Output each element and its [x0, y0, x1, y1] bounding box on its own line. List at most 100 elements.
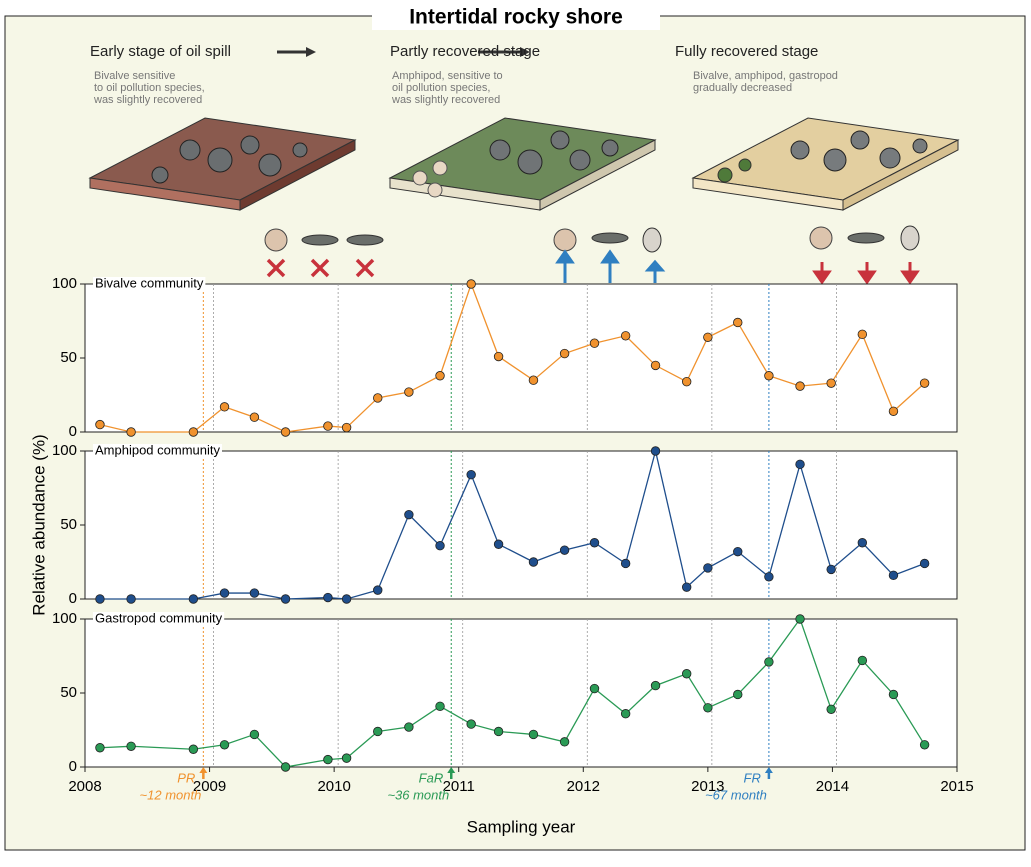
y-tick-label: 100 [52, 610, 77, 627]
data-point [323, 754, 333, 765]
panel-title: Amphipod community [95, 442, 220, 457]
panel-title-bg [93, 277, 206, 291]
data-point [126, 427, 136, 437]
shells [412, 160, 448, 198]
stage-title: Partly recovered stage [390, 43, 540, 60]
stage-title: Fully recovered stage [675, 43, 818, 60]
data-point [919, 378, 930, 388]
x-tick-label: 2013 [691, 778, 724, 795]
decline-marks [266, 258, 375, 278]
milestone-sublabel: ~12 month [140, 787, 202, 802]
data-point [493, 726, 504, 737]
milestone-arrowhead [764, 767, 773, 773]
milestone-arrowhead [447, 767, 456, 773]
panel-title-bg [93, 444, 222, 458]
panel-title-bg [93, 612, 225, 626]
slab-side [842, 139, 959, 211]
data-point [620, 331, 631, 341]
data-point [219, 402, 230, 412]
data-point [373, 585, 383, 595]
data-point [95, 594, 105, 604]
data-point [188, 594, 199, 604]
stage-description: gradually decreased [693, 82, 792, 94]
vegetation [717, 158, 752, 183]
panel: 0 50 100 Gastropod community 2008 2009 2010 201… [52, 610, 974, 802]
milestone-label: FR [744, 770, 761, 785]
data-point [126, 594, 136, 604]
panel: 0 50 100 Amphipod community [52, 442, 958, 607]
data-point [764, 657, 774, 667]
y-tick-label: 100 [52, 275, 77, 292]
data-point [826, 704, 836, 714]
x-tick-label: 2011 [443, 778, 475, 795]
plot-area [84, 450, 958, 600]
stage-arrowheads [306, 47, 530, 57]
rocks [790, 130, 928, 172]
data-point [620, 709, 631, 719]
data-point [888, 689, 899, 700]
data-point [323, 421, 333, 431]
data-point [466, 719, 476, 729]
y-tick-label: 0 [69, 423, 77, 440]
stage-description: Bivalve sensitive [94, 70, 175, 82]
data-point [466, 279, 476, 289]
data-point [589, 683, 600, 694]
data-point [95, 743, 105, 753]
stage-description: Amphipod, sensitive to [392, 70, 503, 82]
data-point [466, 469, 476, 480]
y-tick-label: 0 [69, 758, 77, 775]
data-point [703, 332, 713, 342]
x-tick-label: 2014 [816, 778, 849, 795]
data-point [559, 348, 570, 359]
stage-description: to oil pollution species, [94, 82, 205, 94]
y-tick-label: 50 [60, 349, 77, 366]
data-point [559, 737, 570, 747]
data-point [341, 753, 352, 763]
data-point [323, 592, 333, 603]
data-point [280, 762, 291, 772]
data-point [404, 387, 414, 397]
data-point [249, 588, 260, 598]
milestone-sublabel: ~36 month [387, 787, 449, 802]
y-axis-label: Relative abundance (%) [29, 434, 48, 615]
data-point [764, 572, 774, 582]
data-point [795, 459, 805, 470]
panel-title: Gastropod community [95, 610, 223, 625]
y-tick-label: 0 [69, 590, 77, 607]
data-point [528, 557, 539, 567]
data-point [404, 509, 414, 520]
data-point [341, 422, 352, 433]
x-tick-label: 2012 [567, 778, 600, 795]
title: Intertidal rocky shore [409, 6, 623, 29]
data-point [528, 729, 539, 740]
milestone-label: FaR [419, 770, 444, 785]
stage-description: oil pollution species, [392, 82, 490, 94]
increase-arrows [555, 249, 666, 283]
data-point [703, 703, 713, 713]
data-point [126, 741, 136, 751]
milestone-arrowhead [199, 767, 208, 773]
data-point [373, 726, 383, 737]
data-point [733, 689, 743, 700]
data-point [435, 541, 445, 551]
stage-description: was slightly recovered [93, 94, 202, 106]
data-point [404, 722, 414, 732]
x-tick-label: 2015 [940, 778, 973, 795]
plots: 0 50 100 Bivalve community 0 50 100 Amphipod co… [52, 275, 974, 802]
stage-title: Early stage of oil spill [90, 43, 231, 60]
data-point [493, 351, 504, 362]
data-point [435, 701, 445, 712]
plot-area [84, 283, 958, 433]
data-point [341, 594, 352, 604]
data-point [650, 360, 661, 371]
slab-side [539, 139, 656, 211]
data-point [589, 538, 600, 548]
data-point [280, 594, 291, 604]
data-point [733, 317, 743, 328]
data-point [559, 545, 570, 555]
y-tick-label: 100 [52, 442, 77, 459]
data-point [733, 546, 743, 557]
data-point [373, 393, 383, 403]
data-point [888, 570, 899, 581]
